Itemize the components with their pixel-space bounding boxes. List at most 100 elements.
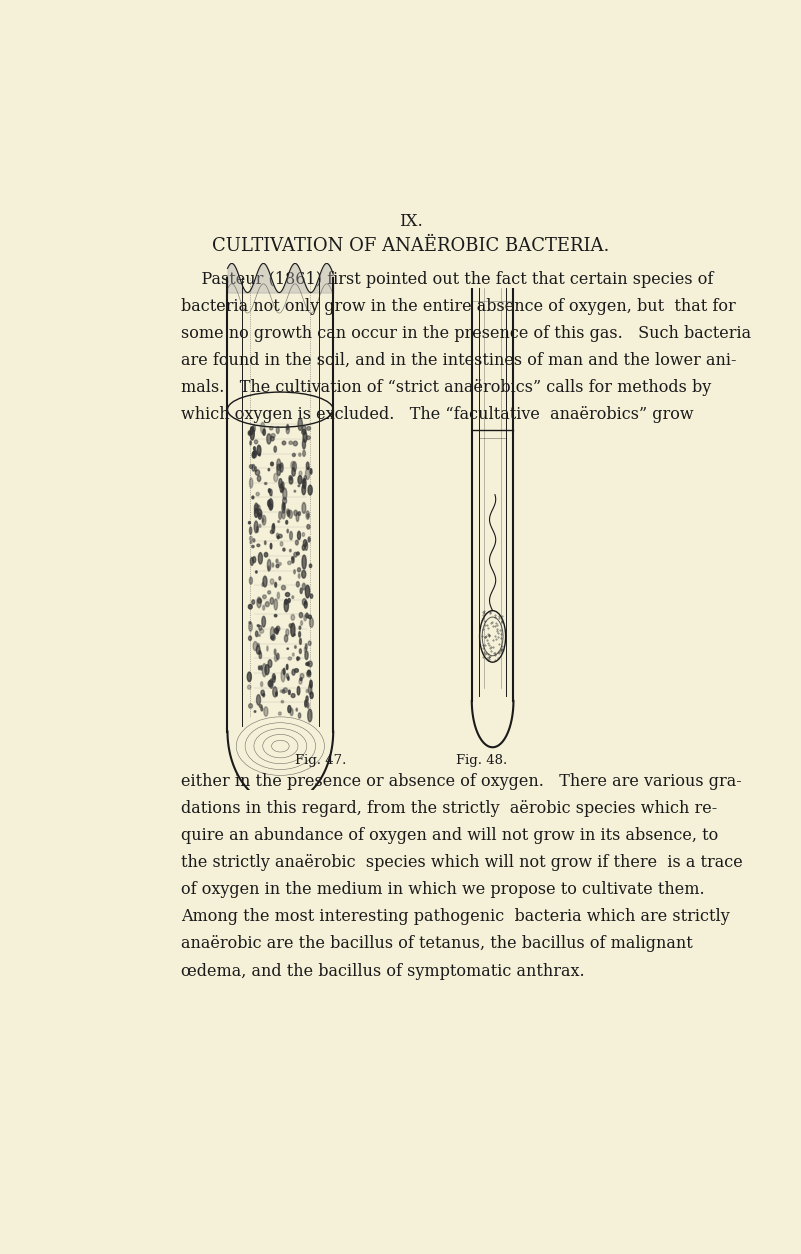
Ellipse shape <box>281 586 285 589</box>
Ellipse shape <box>260 423 265 434</box>
Ellipse shape <box>250 542 252 543</box>
Ellipse shape <box>279 712 281 715</box>
Ellipse shape <box>248 685 251 690</box>
Ellipse shape <box>302 484 306 495</box>
Ellipse shape <box>279 512 281 519</box>
Ellipse shape <box>275 582 276 587</box>
Ellipse shape <box>294 552 297 557</box>
Ellipse shape <box>288 561 292 564</box>
Ellipse shape <box>304 602 306 603</box>
Ellipse shape <box>307 524 310 529</box>
Ellipse shape <box>303 439 305 449</box>
Ellipse shape <box>282 503 285 513</box>
Text: mals.   The cultivation of “strict anaërobics” calls for methods by: mals. The cultivation of “strict anaërob… <box>181 379 711 396</box>
Ellipse shape <box>265 665 269 675</box>
Ellipse shape <box>263 594 266 598</box>
Text: bacteria not only grow in the entire absence of oxygen, but  that for: bacteria not only grow in the entire abs… <box>181 298 735 315</box>
Ellipse shape <box>285 592 290 597</box>
Ellipse shape <box>261 707 263 711</box>
Ellipse shape <box>287 648 288 650</box>
Ellipse shape <box>296 513 299 522</box>
Ellipse shape <box>270 426 273 430</box>
Ellipse shape <box>303 583 305 589</box>
Ellipse shape <box>308 709 312 722</box>
Ellipse shape <box>279 577 281 581</box>
Ellipse shape <box>288 657 292 660</box>
Text: CULTIVATION OF ANAËROBIC BACTERIA.: CULTIVATION OF ANAËROBIC BACTERIA. <box>211 237 610 256</box>
Ellipse shape <box>260 666 262 670</box>
Ellipse shape <box>252 557 256 563</box>
Ellipse shape <box>271 463 273 465</box>
Ellipse shape <box>278 534 282 538</box>
Ellipse shape <box>268 681 272 687</box>
Ellipse shape <box>308 661 312 667</box>
Ellipse shape <box>264 553 268 557</box>
Text: some no growth can occur in the presence of this gas.   Such bacteria: some no growth can occur in the presence… <box>181 325 751 342</box>
Ellipse shape <box>263 429 265 435</box>
Ellipse shape <box>284 687 288 692</box>
Ellipse shape <box>249 465 253 469</box>
Ellipse shape <box>287 665 288 670</box>
Text: which oxygen is excluded.   The “facultative  anaërobics” grow: which oxygen is excluded. The “facultati… <box>181 406 694 424</box>
Ellipse shape <box>286 426 289 434</box>
Ellipse shape <box>257 643 260 646</box>
Ellipse shape <box>300 648 301 653</box>
Ellipse shape <box>280 484 283 492</box>
Ellipse shape <box>265 602 269 607</box>
Ellipse shape <box>253 425 256 431</box>
Ellipse shape <box>304 475 307 480</box>
Ellipse shape <box>257 624 260 627</box>
Ellipse shape <box>288 598 290 603</box>
Ellipse shape <box>302 571 306 578</box>
Ellipse shape <box>276 564 279 568</box>
Text: IX.: IX. <box>399 213 422 231</box>
Ellipse shape <box>255 504 259 510</box>
Ellipse shape <box>282 510 285 519</box>
Ellipse shape <box>292 461 296 472</box>
Ellipse shape <box>269 489 271 494</box>
Ellipse shape <box>280 463 284 473</box>
Text: quire an abundance of oxygen and will not grow in its absence, to: quire an abundance of oxygen and will no… <box>181 828 718 844</box>
Ellipse shape <box>280 690 283 692</box>
Ellipse shape <box>309 618 313 627</box>
Ellipse shape <box>296 709 297 711</box>
Ellipse shape <box>252 464 255 472</box>
Ellipse shape <box>257 445 261 455</box>
Ellipse shape <box>260 705 262 707</box>
Ellipse shape <box>289 475 292 480</box>
Ellipse shape <box>260 682 263 686</box>
Ellipse shape <box>249 478 253 488</box>
Ellipse shape <box>267 646 268 651</box>
Ellipse shape <box>302 425 306 433</box>
Ellipse shape <box>294 510 297 515</box>
Ellipse shape <box>292 557 294 563</box>
Text: œdema, and the bacillus of symptomatic anthrax.: œdema, and the bacillus of symptomatic a… <box>181 963 585 979</box>
Ellipse shape <box>273 676 275 680</box>
Ellipse shape <box>284 668 285 675</box>
Ellipse shape <box>303 450 305 456</box>
Ellipse shape <box>254 446 256 450</box>
Ellipse shape <box>310 594 312 598</box>
Text: the strictly anaërobic  species which will not grow if there  is a trace: the strictly anaërobic species which wil… <box>181 854 743 872</box>
Ellipse shape <box>268 500 271 507</box>
Ellipse shape <box>297 657 300 660</box>
Ellipse shape <box>298 512 300 515</box>
Ellipse shape <box>286 520 288 524</box>
Ellipse shape <box>283 488 287 499</box>
Ellipse shape <box>256 527 259 533</box>
Ellipse shape <box>268 591 271 594</box>
Ellipse shape <box>279 563 281 566</box>
Ellipse shape <box>262 515 266 525</box>
Ellipse shape <box>263 693 265 696</box>
Ellipse shape <box>261 690 264 696</box>
Ellipse shape <box>302 503 306 513</box>
Ellipse shape <box>255 509 258 518</box>
Ellipse shape <box>284 599 288 612</box>
Ellipse shape <box>295 646 296 648</box>
Text: are found in the soil, and in the intestines of man and the lower ani-: are found in the soil, and in the intest… <box>181 352 736 369</box>
Ellipse shape <box>280 490 283 493</box>
Ellipse shape <box>308 662 309 666</box>
Ellipse shape <box>282 441 286 445</box>
Ellipse shape <box>248 522 251 524</box>
Ellipse shape <box>300 677 302 681</box>
